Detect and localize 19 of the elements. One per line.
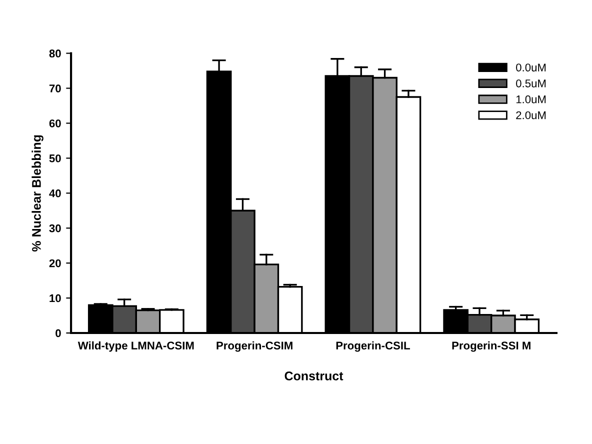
y-tick-label: 20 (49, 259, 61, 268)
y-tick-label: 50 (49, 154, 61, 162)
y-axis-title: % Nuclear Blebbing (32, 135, 44, 252)
x-tick-label: Progerin-CSIM (216, 341, 292, 352)
y-tick-label: 60 (49, 119, 61, 128)
y-tick-label: 30 (49, 224, 61, 232)
x-tick-label: Progerin-CSIL (336, 341, 410, 352)
legend-label: 0.0uM (516, 64, 546, 72)
x-tick-label: Progerin-SSI M (452, 341, 530, 352)
y-tick-label: 0 (56, 329, 61, 338)
y-tick-label: 70 (49, 84, 61, 92)
legend-label: 0.5uM (516, 79, 546, 88)
y-tick-label: 40 (49, 189, 61, 198)
legend-label: 2.0uM (516, 111, 546, 120)
x-tick-label: Wild-type LMNA-CSIM (78, 341, 194, 352)
legend-label: 1.0uM (516, 95, 546, 104)
y-tick-label: 80 (49, 50, 61, 58)
x-axis-title: Construct (284, 372, 344, 380)
y-tick-label: 10 (50, 294, 61, 302)
